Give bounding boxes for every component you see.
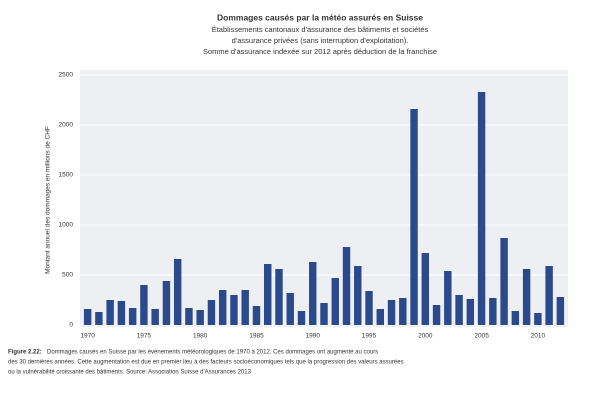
bar — [387, 300, 396, 325]
bar — [185, 308, 193, 325]
x-tick-label: 1980 — [193, 333, 208, 340]
y-tick-label: 2000 — [59, 122, 74, 129]
caption: ou la vulnérabilité croissante des bâtim… — [8, 370, 252, 376]
y-tick-label: 500 — [62, 272, 73, 279]
bar — [140, 285, 148, 325]
plot-area — [80, 70, 568, 327]
subtitle: Somme d'assurance indexée sur 2012 après… — [203, 47, 437, 56]
x-tick-label: 2000 — [418, 333, 433, 340]
bar — [275, 269, 283, 325]
bar — [545, 266, 553, 325]
bar — [320, 303, 328, 325]
bar — [399, 298, 407, 325]
bar — [466, 299, 475, 325]
y-tick-label: 0 — [69, 322, 73, 329]
bar — [489, 298, 497, 325]
bar — [309, 262, 317, 325]
bar — [286, 293, 294, 325]
bar — [95, 312, 103, 325]
bar — [106, 300, 114, 325]
x-tick-label: 1970 — [80, 333, 95, 340]
bar — [376, 309, 384, 325]
bar — [511, 311, 520, 325]
bar — [556, 297, 565, 325]
bar — [500, 238, 508, 325]
bar — [218, 290, 227, 325]
bar — [230, 295, 238, 325]
chart-title: Dommages causés par la météo assurés en … — [217, 12, 423, 22]
x-tick-label: 1975 — [137, 333, 152, 340]
bar — [117, 301, 126, 325]
bar — [241, 290, 249, 325]
bar — [432, 305, 441, 325]
bar — [264, 264, 272, 325]
subtitle: Établissements cantonaux d'assurance des… — [212, 25, 429, 34]
bar — [173, 259, 182, 325]
bar — [128, 308, 137, 325]
bar — [162, 281, 171, 325]
bar — [354, 266, 362, 325]
bar — [421, 253, 430, 325]
bar — [410, 109, 418, 325]
y-tick-label: 1500 — [59, 172, 74, 179]
y-axis-label: Montant annuel des dommages en millions … — [45, 126, 52, 274]
bar — [151, 309, 159, 325]
x-tick-label: 2010 — [531, 333, 546, 340]
bar — [252, 306, 261, 325]
bar — [297, 311, 306, 325]
bar — [342, 247, 351, 325]
y-tick-label: 2500 — [59, 72, 74, 79]
bar — [83, 309, 92, 325]
caption: Dommages causés en Suisse par les événem… — [47, 350, 378, 356]
y-tick-label: 1000 — [59, 222, 74, 229]
bar — [207, 300, 216, 325]
bar — [522, 269, 531, 325]
bar — [455, 295, 463, 325]
x-tick-label: 2005 — [474, 333, 489, 340]
bar — [534, 313, 542, 325]
x-tick-label: 1990 — [306, 333, 321, 340]
caption-label: Figure 2.22: — [8, 350, 42, 356]
bar — [196, 310, 204, 325]
caption: des 30 dernières années. Cette augmentat… — [8, 360, 404, 366]
x-tick-label: 1985 — [249, 333, 264, 340]
bar — [477, 92, 486, 325]
bar — [365, 291, 373, 325]
bar — [331, 278, 339, 325]
x-tick-label: 1995 — [362, 333, 377, 340]
bar — [444, 271, 452, 325]
subtitle: d'assurance privées (sans interruption d… — [232, 36, 409, 45]
